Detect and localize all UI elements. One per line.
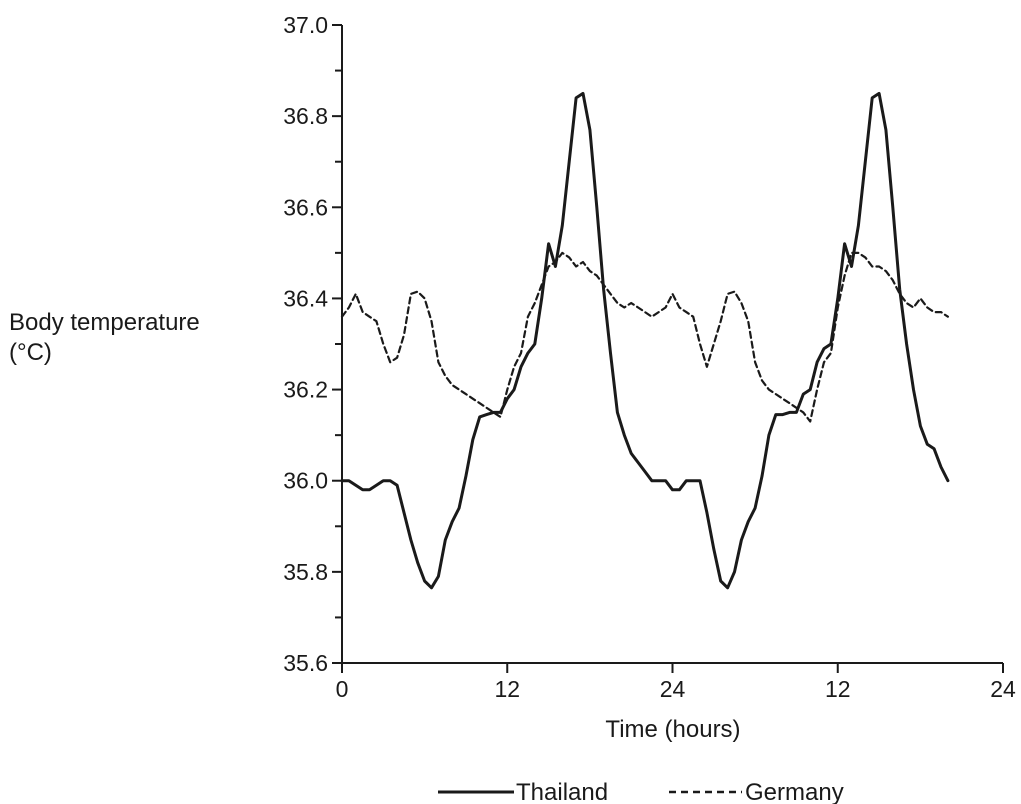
y-tick-label: 37.0 [283, 12, 328, 38]
legend-label-thailand: Thailand [516, 779, 608, 804]
x-tick-label: 12 [494, 676, 520, 702]
y-tick-label: 36.0 [283, 468, 328, 494]
y-tick-label: 36.8 [283, 103, 328, 129]
x-tick-label: 24 [990, 676, 1016, 702]
legend-label-germany: Germany [745, 779, 844, 804]
y-tick-label: 36.6 [283, 194, 328, 220]
y-tick-label: 36.4 [283, 285, 328, 311]
y-axis-title-line2: (°C) [9, 339, 52, 366]
x-tick-label: 12 [825, 676, 851, 702]
series-layer [340, 91, 950, 590]
y-axis-title: Body temperature (°C) [9, 308, 200, 368]
series-line-germany [340, 251, 949, 423]
y-axis-title-line1: Body temperature [9, 309, 200, 336]
y-tick-label: 35.6 [283, 650, 328, 676]
x-tick-label: 0 [336, 676, 349, 702]
axes: 35.6 35.8 36.0 36.2 36.4 36.6 36.8 37.0 0 12 24 12 2… [283, 12, 1016, 702]
legend: Thailand Germany [438, 779, 844, 804]
series-line-thailand [340, 91, 950, 590]
y-tick-label: 35.8 [283, 559, 328, 585]
x-axis-title: Time (hours) [605, 716, 740, 743]
y-tick-label: 36.2 [283, 377, 328, 403]
x-tick-label: 24 [660, 676, 686, 702]
